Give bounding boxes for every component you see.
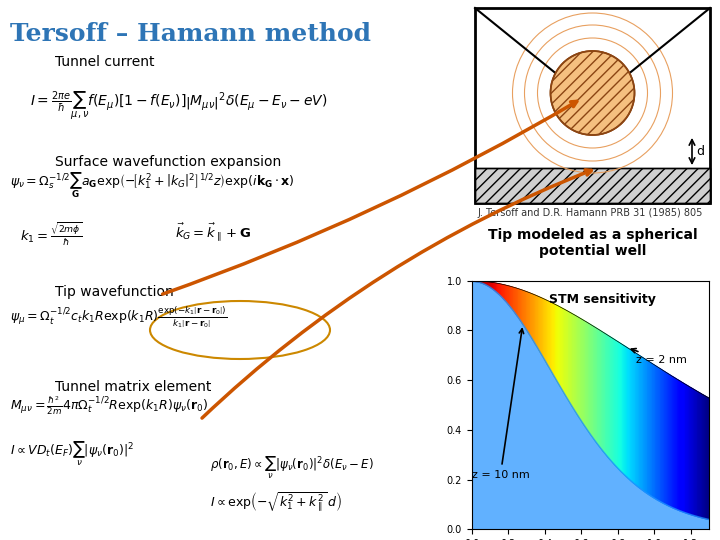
Text: $\rho(\mathbf{r}_0,E)\propto\sum_\nu\left|\psi_\nu(\mathbf{r}_0)\right|^2\delta(: $\rho(\mathbf{r}_0,E)\propto\sum_\nu\lef… xyxy=(210,455,374,481)
Text: J. Tersoff and D.R. Hamann PRB 31 (1985) 805: J. Tersoff and D.R. Hamann PRB 31 (1985)… xyxy=(477,208,703,218)
Text: $I=\frac{2\pi e}{\hbar}\sum_{\mu,\nu}f(E_\mu)\left[1-f(E_\nu)\right]\left|M_{\mu: $I=\frac{2\pi e}{\hbar}\sum_{\mu,\nu}f(E… xyxy=(30,90,328,123)
Circle shape xyxy=(551,51,634,135)
Text: STM sensitivity: STM sensitivity xyxy=(549,293,656,306)
Bar xyxy=(475,168,710,203)
Text: $\vec{k}_G=\vec{k}_{\parallel}+\mathbf{G}$: $\vec{k}_G=\vec{k}_{\parallel}+\mathbf{G… xyxy=(175,222,251,244)
Bar xyxy=(475,8,710,203)
Text: Tunnel matrix element: Tunnel matrix element xyxy=(55,380,212,394)
Text: Tersoff – Hamann method: Tersoff – Hamann method xyxy=(10,22,371,46)
Text: Tip modeled as a spherical
potential well: Tip modeled as a spherical potential wel… xyxy=(487,228,697,258)
Text: z = 10 nm: z = 10 nm xyxy=(472,329,529,480)
Text: Tip wavefunction: Tip wavefunction xyxy=(55,285,174,299)
Text: d: d xyxy=(696,145,704,158)
Text: $I\propto VD_t(E_F)\sum_\nu\left|\psi_\nu(\mathbf{r}_0)\right|^2$: $I\propto VD_t(E_F)\sum_\nu\left|\psi_\n… xyxy=(10,440,135,468)
Text: $k_1=\frac{\sqrt{2m\phi}}{\hbar}$: $k_1=\frac{\sqrt{2m\phi}}{\hbar}$ xyxy=(20,220,82,247)
Text: z = 2 nm: z = 2 nm xyxy=(631,348,687,365)
Text: $I\propto\exp\!\left(-\sqrt{k_1^2+k_{\parallel}^2}\,d\right)$: $I\propto\exp\!\left(-\sqrt{k_1^2+k_{\pa… xyxy=(210,490,343,514)
Text: $\psi_\mu=\Omega_t^{-1/2}c_t k_1 R\exp(k_1 R)\frac{\exp(-k_1\left|\mathbf{r}-\ma: $\psi_\mu=\Omega_t^{-1/2}c_t k_1 R\exp(k… xyxy=(10,305,228,330)
Text: $\psi_\nu=\Omega_s^{-1/2}\sum_{\mathbf{G}}a_{\mathbf{G}}\exp\!\left(-\!\left[k_1: $\psi_\nu=\Omega_s^{-1/2}\sum_{\mathbf{G… xyxy=(10,170,294,200)
Text: Tunnel current: Tunnel current xyxy=(55,55,155,69)
Bar xyxy=(475,168,710,203)
Text: Surface wavefunction expansion: Surface wavefunction expansion xyxy=(55,155,282,169)
Text: $M_{\mu\nu}=\frac{\hbar^2}{2m}4\pi\Omega_t^{-1/2}R\exp(k_1 R)\psi_\nu(\mathbf{r}: $M_{\mu\nu}=\frac{\hbar^2}{2m}4\pi\Omega… xyxy=(10,395,209,417)
